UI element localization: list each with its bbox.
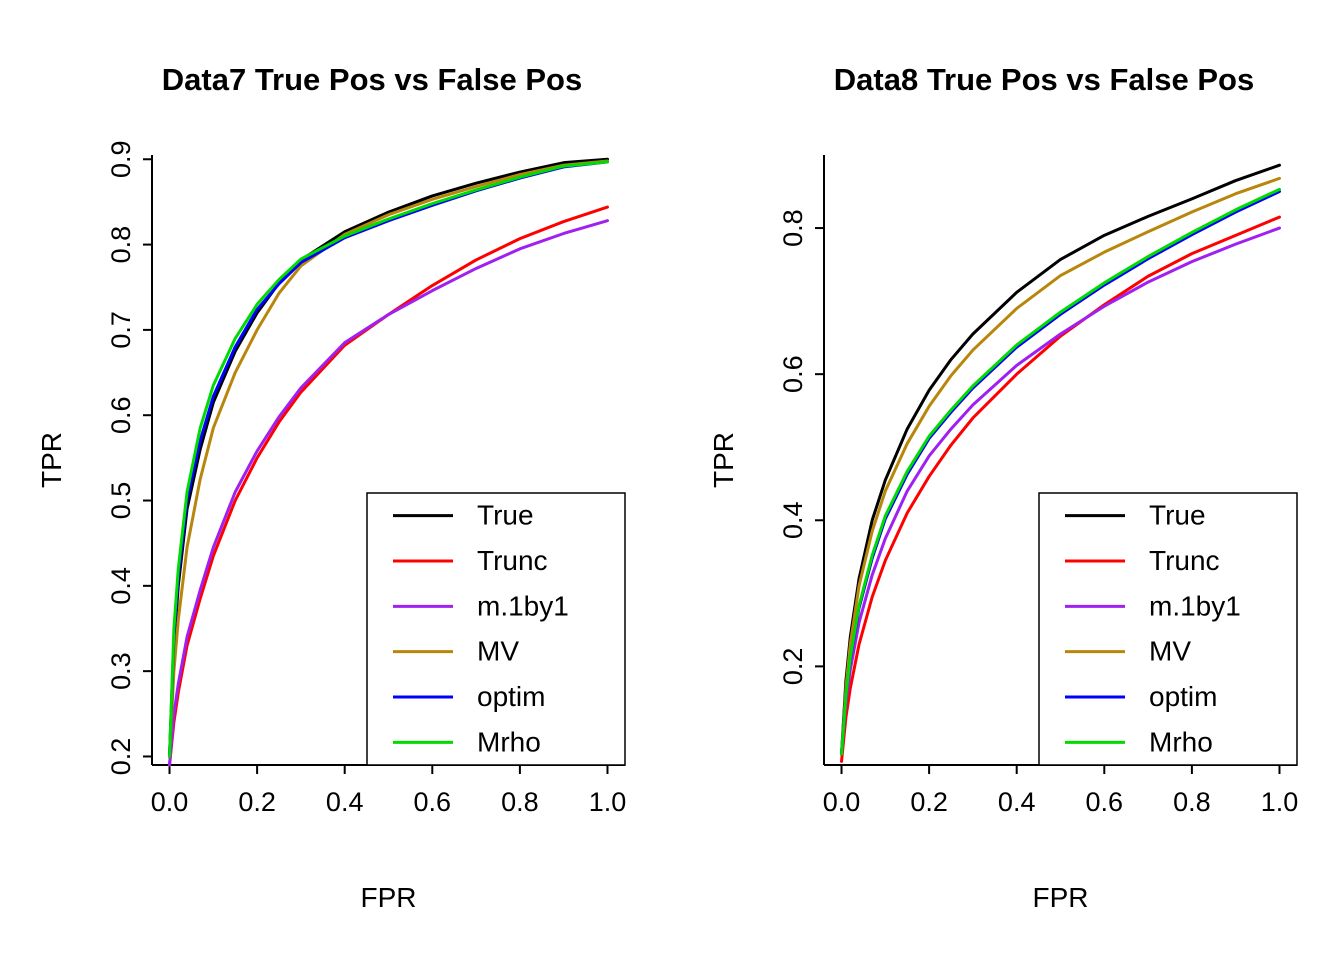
x-tick-label: 0.0 xyxy=(151,787,189,817)
legend-label-Trunc: Trunc xyxy=(1149,545,1220,576)
legend-box xyxy=(366,492,626,766)
legend-label-MV: MV xyxy=(1149,636,1191,667)
legend-label-Mrho: Mrho xyxy=(477,726,541,757)
series-line-Trunc xyxy=(168,205,609,767)
legend-label-True: True xyxy=(477,500,534,531)
series-line-MV xyxy=(168,159,609,758)
x-tick-label: 0.4 xyxy=(326,787,364,817)
series-line-Mrho xyxy=(168,160,609,758)
x-tick-label: 0.8 xyxy=(501,787,539,817)
y-tick-label: 0.6 xyxy=(778,355,808,393)
x-tick-label: 0.6 xyxy=(1086,787,1124,817)
legend-label-optim: optim xyxy=(477,681,545,712)
y-axis-label: TPR xyxy=(708,432,739,488)
legend-box xyxy=(1038,492,1298,766)
y-tick-label: 0.3 xyxy=(106,652,136,690)
series-line-MV xyxy=(840,176,1281,756)
y-tick-label: 0.7 xyxy=(106,311,136,349)
legend-label-True: True xyxy=(1149,500,1206,531)
x-tick-label: 0.2 xyxy=(238,787,276,817)
series-line-Trunc xyxy=(840,215,1281,763)
series-line-m.1by1 xyxy=(840,226,1281,756)
chart-title: Data8 True Pos vs False Pos xyxy=(833,62,1255,97)
y-tick-label: 0.4 xyxy=(106,567,136,605)
x-tick-label: 0.6 xyxy=(414,787,452,817)
legend-label-Trunc: Trunc xyxy=(477,545,548,576)
chart-title: Data7 True Pos vs False Pos xyxy=(161,62,583,97)
legend-label-optim: optim xyxy=(1149,681,1217,712)
y-tick-label: 0.8 xyxy=(106,226,136,264)
plot-svg: 0.0 0.2 0.4 0.6 0.8 1.0 0.2 0.4 0.6 0.8 True Trunc m… xyxy=(778,155,1299,817)
y-tick-label: 0.8 xyxy=(778,209,808,247)
x-tick-label: 0.2 xyxy=(910,787,948,817)
y-tick-label: 0.2 xyxy=(106,738,136,776)
x-tick-label: 1.0 xyxy=(1261,787,1299,817)
legend-label-m.1by1: m.1by1 xyxy=(1149,590,1241,621)
y-axis-label: TPR xyxy=(36,432,67,488)
series-line-Mrho xyxy=(840,187,1281,756)
panel-data7: 0.0 0.2 0.4 0.6 0.8 1.0 0.2 0.3 0.4 0.5 0.6 0.7 0.8 0… xyxy=(36,62,627,913)
y-tick-label: 0.5 xyxy=(106,482,136,520)
series-line-m.1by1 xyxy=(168,219,609,767)
x-tick-label: 1.0 xyxy=(589,787,627,817)
y-tick-label: 0.2 xyxy=(778,648,808,686)
panel-data8: 0.0 0.2 0.4 0.6 0.8 1.0 0.2 0.4 0.6 0.8 True Trunc m… xyxy=(672,0,1344,960)
legend-label-MV: MV xyxy=(477,636,519,667)
x-tick-label: 0.8 xyxy=(1173,787,1211,817)
x-axis-label: FPR xyxy=(360,882,417,913)
plot-svg: 0.0 0.2 0.4 0.6 0.8 1.0 0.2 0.3 0.4 0.5 0.6 0.7 0.8 0… xyxy=(106,140,627,817)
y-tick-label: 0.6 xyxy=(106,396,136,434)
y-tick-label: 0.4 xyxy=(778,501,808,539)
x-axis-label: FPR xyxy=(1032,882,1089,913)
legend-label-Mrho: Mrho xyxy=(1149,726,1213,757)
legend-label-m.1by1: m.1by1 xyxy=(477,590,569,621)
y-tick-label: 0.9 xyxy=(106,140,136,178)
x-tick-label: 0.4 xyxy=(998,787,1036,817)
x-tick-label: 0.0 xyxy=(823,787,861,817)
